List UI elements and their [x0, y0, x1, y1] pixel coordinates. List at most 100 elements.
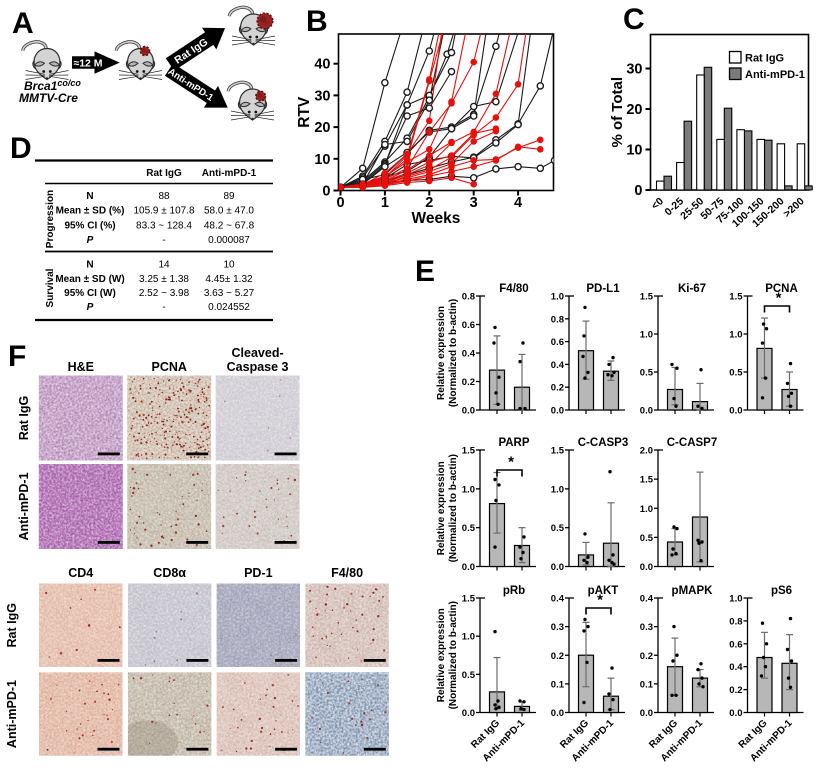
svg-text:Relative expression: Relative expression [436, 306, 447, 400]
svg-text:0.2: 0.2 [640, 651, 653, 662]
svg-text:Cleaved-: Cleaved- [232, 346, 284, 360]
svg-text:10: 10 [223, 260, 235, 271]
svg-text:0.5: 0.5 [551, 523, 565, 534]
svg-text:D: D [10, 132, 32, 165]
svg-text:1.5: 1.5 [462, 594, 476, 605]
svg-text:1.0: 1.0 [462, 632, 475, 643]
svg-text:Caspase 3: Caspase 3 [227, 360, 289, 374]
svg-text:Relative expression: Relative expression [436, 461, 447, 555]
svg-text:30: 30 [626, 62, 642, 78]
svg-text:0: 0 [336, 195, 344, 211]
svg-text:Mean ± SD (W): Mean ± SD (W) [55, 274, 124, 285]
svg-text:PCNA: PCNA [765, 283, 798, 295]
svg-text:Anti-mPD-1: Anti-mPD-1 [745, 69, 805, 81]
svg-text:-: - [162, 235, 165, 246]
svg-text:pRb: pRb [503, 585, 525, 597]
svg-text:1.0: 1.0 [551, 292, 564, 303]
svg-text:95% CI (W): 95% CI (W) [64, 288, 116, 299]
svg-text:14: 14 [158, 260, 170, 271]
svg-text:pMAPK: pMAPK [672, 585, 714, 597]
svg-text:2.0: 2.0 [640, 446, 653, 457]
svg-text:0.6: 0.6 [729, 639, 742, 650]
svg-text:0.0: 0.0 [551, 406, 564, 417]
svg-text:(Normalized to b-actin): (Normalized to b-actin) [448, 454, 459, 562]
svg-text:1.5: 1.5 [551, 446, 565, 457]
svg-text:0.0: 0.0 [462, 406, 475, 417]
svg-text:0.0: 0.0 [640, 562, 653, 573]
svg-text:Ki-67: Ki-67 [678, 283, 706, 295]
svg-text:1.0: 1.0 [640, 330, 653, 341]
svg-text:0.5: 0.5 [729, 368, 743, 379]
svg-text:0.5: 0.5 [462, 670, 476, 681]
svg-text:0.0: 0.0 [551, 708, 564, 719]
svg-text:-: - [162, 302, 165, 313]
svg-text:0.6: 0.6 [462, 320, 475, 331]
svg-text:58.0 ± 47.0: 58.0 ± 47.0 [204, 206, 254, 217]
svg-text:0: 0 [322, 184, 330, 200]
svg-text:1.5: 1.5 [729, 292, 743, 303]
svg-text:0.4: 0.4 [551, 594, 565, 605]
svg-text:3.25 ± 1.38: 3.25 ± 1.38 [139, 274, 189, 285]
svg-text:PCNA: PCNA [151, 360, 186, 374]
svg-text:C-CASP7: C-CASP7 [667, 437, 717, 449]
svg-text:F4/80: F4/80 [331, 566, 363, 580]
svg-text:2.52 ~ 3.98: 2.52 ~ 3.98 [139, 288, 190, 299]
svg-text:Rat IgG: Rat IgG [146, 168, 182, 179]
svg-text:H&E: H&E [68, 360, 94, 374]
svg-text:0.1: 0.1 [551, 679, 565, 690]
svg-text:P: P [87, 302, 94, 313]
svg-text:P: P [87, 235, 94, 246]
svg-text:83.3 ~ 128.4: 83.3 ~ 128.4 [136, 221, 192, 232]
svg-text:3.63 ~ 5.27: 3.63 ~ 5.27 [204, 288, 255, 299]
svg-text:1.0: 1.0 [462, 484, 475, 495]
svg-text:0.4: 0.4 [551, 360, 565, 371]
svg-text:40: 40 [314, 57, 330, 73]
svg-text:F: F [8, 340, 26, 373]
svg-text:20: 20 [314, 120, 330, 136]
svg-text:*: * [776, 290, 782, 307]
svg-text:(Normalized to b-actin): (Normalized to b-actin) [448, 299, 459, 407]
svg-text:48.2 ~ 67.8: 48.2 ~ 67.8 [204, 221, 255, 232]
svg-text:N: N [86, 260, 93, 271]
svg-text:Mean ± SD (%): Mean ± SD (%) [56, 206, 125, 217]
svg-text:*: * [597, 592, 603, 609]
svg-text:1.0: 1.0 [551, 484, 564, 495]
svg-text:Rat IgG: Rat IgG [745, 53, 784, 65]
svg-text:Anti-mPD-1: Anti-mPD-1 [166, 66, 216, 104]
svg-text:Rat IgG: Rat IgG [5, 603, 19, 647]
svg-text:0.2: 0.2 [729, 685, 742, 696]
svg-text:CD8α: CD8α [153, 566, 186, 580]
svg-text:4.45± 1.32: 4.45± 1.32 [205, 274, 253, 285]
svg-text:3: 3 [470, 195, 478, 211]
svg-text:>200: >200 [781, 195, 807, 220]
svg-text:0.6: 0.6 [551, 337, 564, 348]
svg-text:30: 30 [314, 88, 330, 104]
svg-text:0.2: 0.2 [551, 383, 564, 394]
svg-text:Anti-mPD-1: Anti-mPD-1 [202, 168, 257, 179]
svg-text:1.5: 1.5 [640, 475, 654, 486]
svg-text:0.0: 0.0 [462, 562, 475, 573]
svg-text:4: 4 [514, 195, 522, 211]
svg-text:*: * [508, 454, 514, 471]
svg-text:Survival: Survival [45, 268, 56, 307]
svg-text:0.8: 0.8 [551, 314, 564, 325]
svg-text:1.5: 1.5 [462, 446, 476, 457]
svg-text:Progression: Progression [45, 190, 56, 248]
svg-text:≈12 M: ≈12 M [73, 58, 102, 70]
svg-text:0: 0 [634, 183, 642, 199]
svg-text:PD-1: PD-1 [244, 566, 273, 580]
svg-text:1.5: 1.5 [640, 292, 654, 303]
svg-text:0.0: 0.0 [640, 708, 653, 719]
svg-text:0.2: 0.2 [551, 651, 564, 662]
svg-text:0.024552: 0.024552 [208, 302, 250, 313]
svg-text:1: 1 [381, 195, 389, 211]
svg-text:C-CASP3: C-CASP3 [578, 437, 628, 449]
svg-text:1.0: 1.0 [729, 594, 742, 605]
svg-text:89: 89 [223, 191, 235, 202]
svg-text:0.5: 0.5 [640, 368, 654, 379]
svg-text:0.4: 0.4 [640, 594, 654, 605]
svg-text:Relative expression: Relative expression [436, 608, 447, 702]
svg-text:Anti-mPD-1: Anti-mPD-1 [17, 472, 31, 540]
svg-text:Anti-mPD-1: Anti-mPD-1 [5, 680, 19, 748]
svg-text:0.8: 0.8 [462, 292, 475, 303]
